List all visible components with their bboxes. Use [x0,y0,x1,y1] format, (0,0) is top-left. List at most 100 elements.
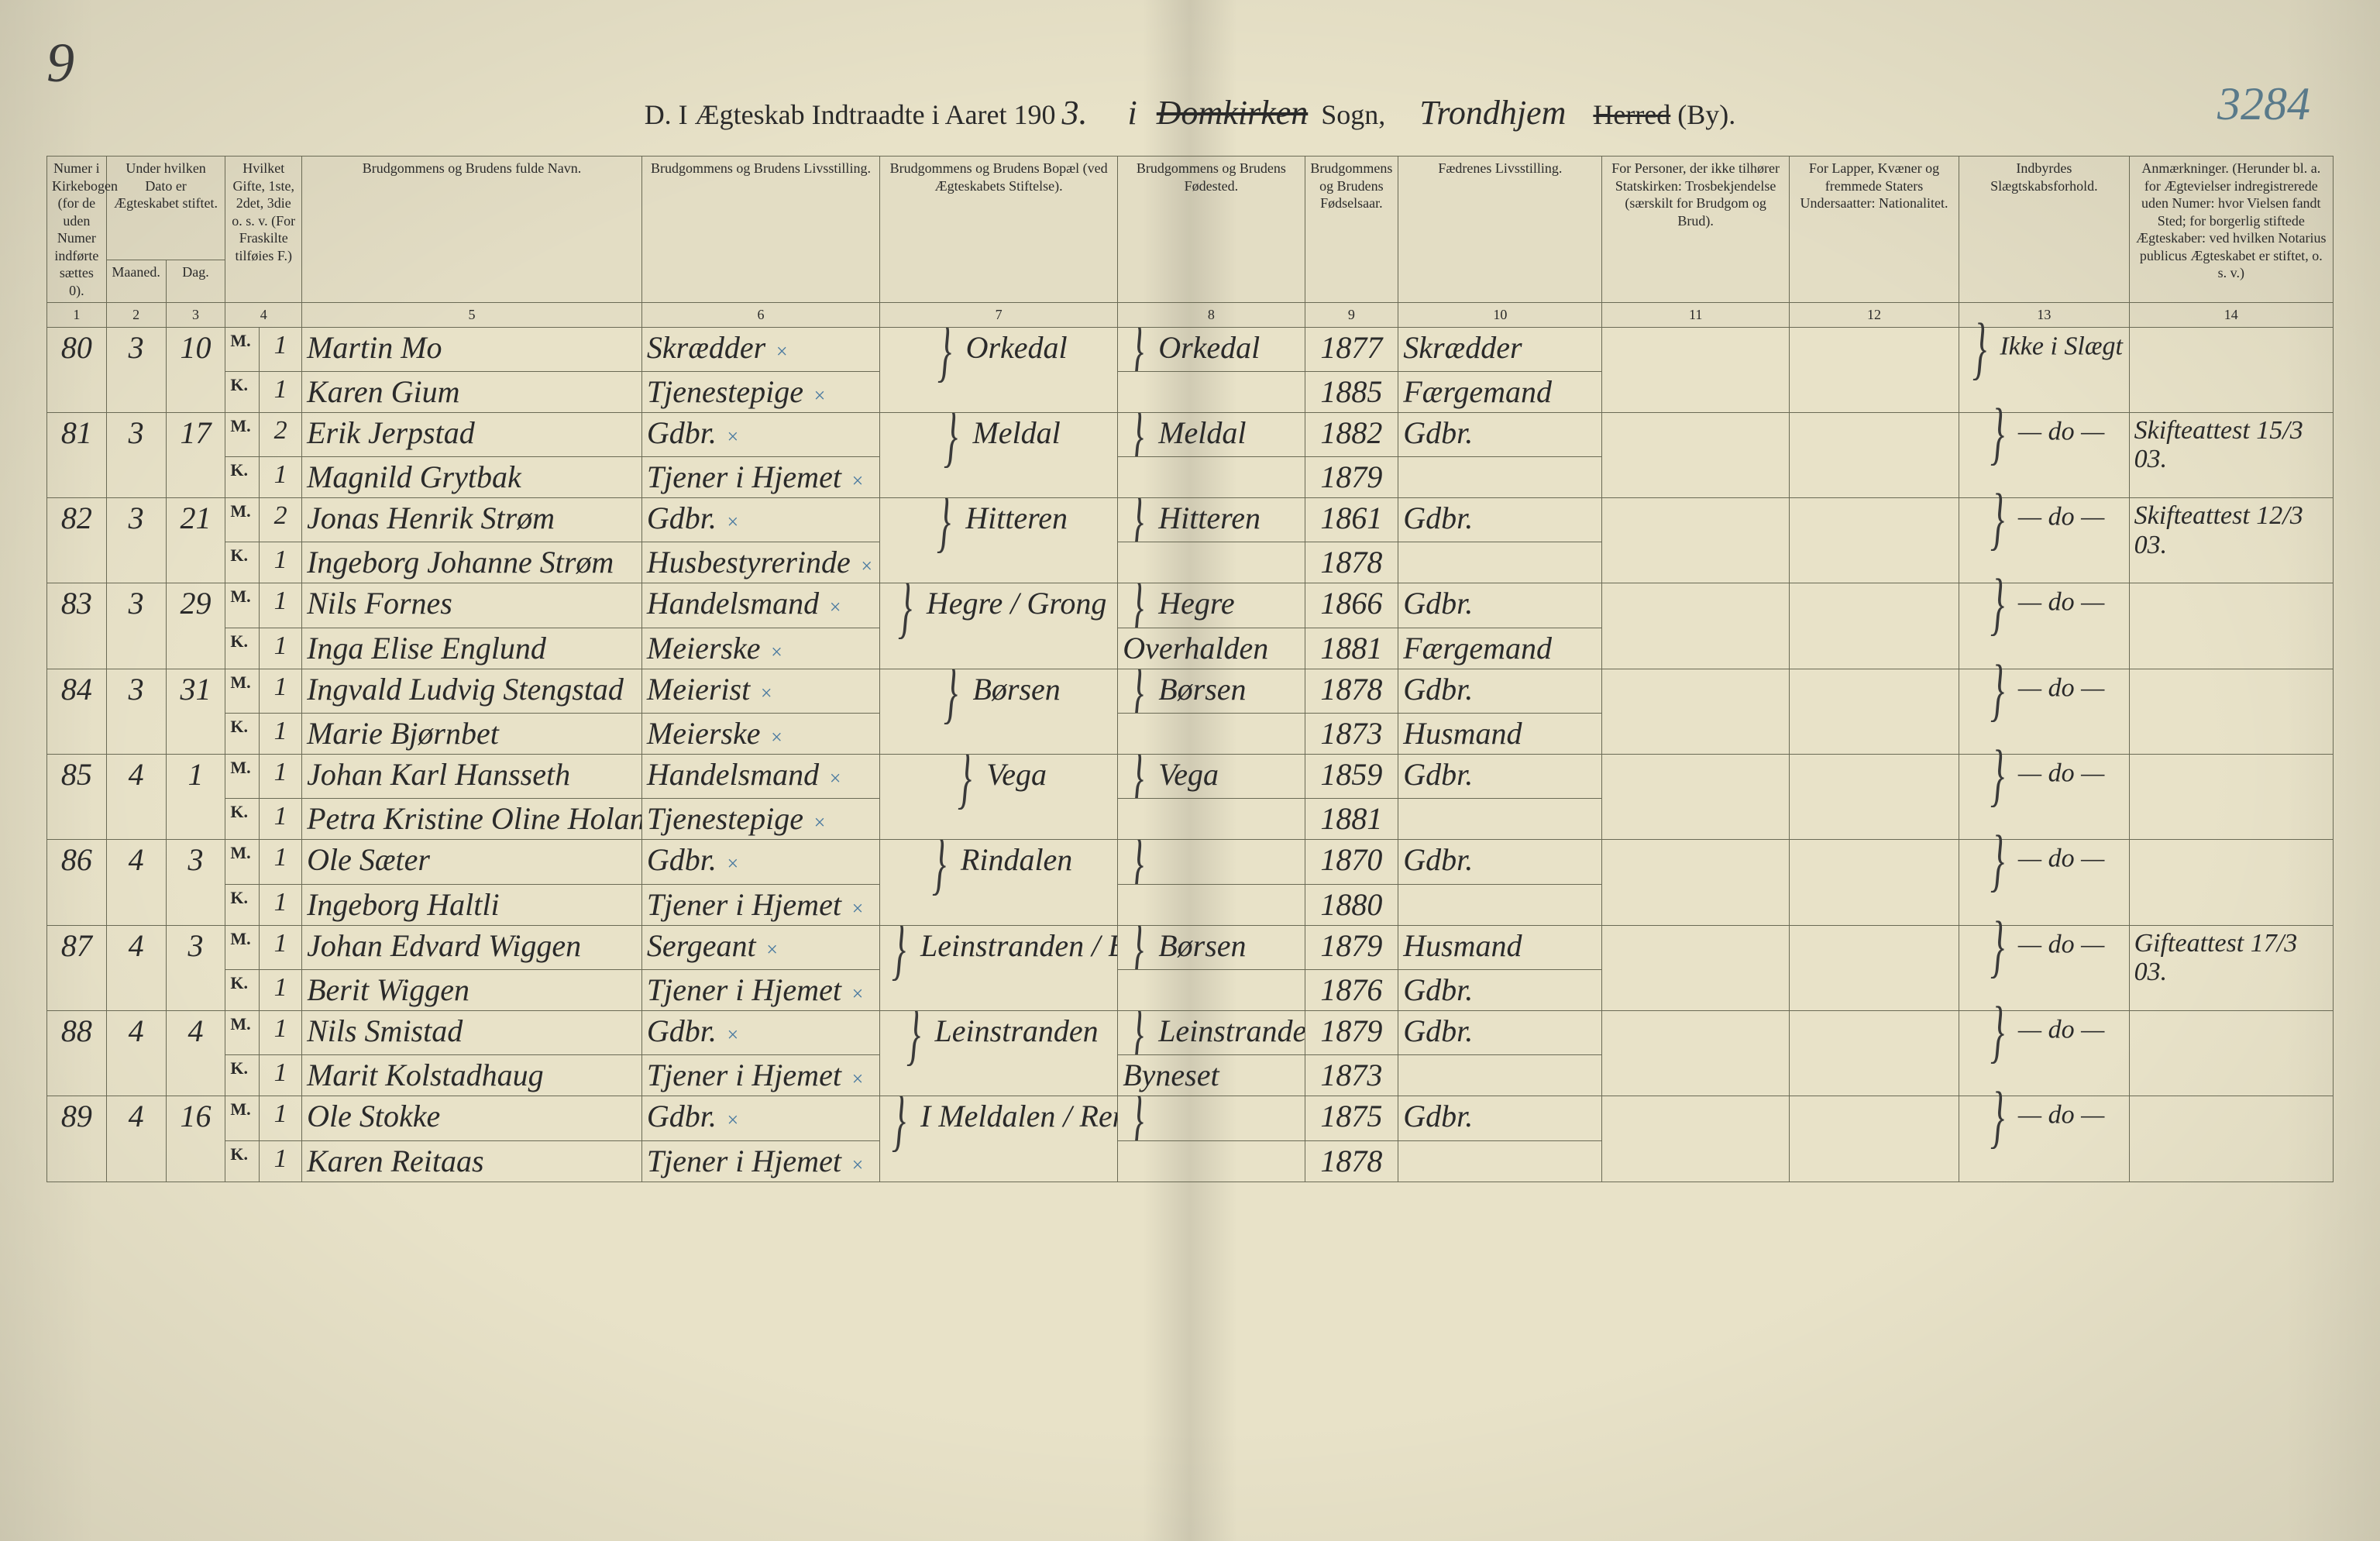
bride-fodested [1118,371,1305,412]
entry-number: 82 [47,498,107,583]
bride-mk: K. [225,628,260,669]
entry-day: 1 [166,755,225,840]
table-row: 89416M.1Ole StokkeGdbr. ×} I Meldalen / … [47,1096,2334,1140]
entry-month: 4 [106,1096,166,1182]
table-row: 81317M.2Erik JerpstadGdbr. ×} Meldal} Me… [47,412,2334,456]
bride-name: Marit Kolstadhaug [302,1055,642,1096]
bride-name: Berit Wiggen [302,970,642,1011]
entry-number: 85 [47,755,107,840]
bride-stilling: Tjenestepige × [641,799,879,840]
page-corner-number: 9 [46,31,74,95]
bride-name: Magnild Grytbak [302,457,642,498]
colnum: 12 [1789,303,1959,328]
bride-fodested [1118,799,1305,840]
c11-cell [1602,1096,1789,1182]
entry-day: 31 [166,669,225,754]
groom-name: Jonas Henrik Strøm [302,498,642,542]
groom-far: Gdbr. [1398,840,1602,884]
c12-cell [1789,669,1959,754]
groom-far: Husmand [1398,925,1602,969]
bopael: } Leinstranden [880,1011,1118,1096]
groom-name: Martin Mo [302,327,642,371]
bride-stilling: Tjener i Hjemet × [641,457,879,498]
colnum: 4 [225,303,302,328]
bopael: } Leinstranden / Børsen [880,925,1118,1010]
groom-fodested: } Vega [1118,755,1305,799]
groom-gifte: 1 [260,327,302,371]
colnum: 6 [641,303,879,328]
title-by-label: (By). [1677,99,1735,130]
c12-cell [1789,840,1959,925]
bride-aar: 1885 [1305,371,1398,412]
groom-stilling: Gdbr. × [641,498,879,542]
bopael: } Rindalen [880,840,1118,925]
groom-gifte: 1 [260,755,302,799]
entry-day: 10 [166,327,225,412]
entry-day: 29 [166,583,225,669]
bride-gifte: 1 [260,714,302,755]
groom-stilling: Handelsmand × [641,583,879,628]
bride-stilling: Husbestyrerinde × [641,542,879,583]
c14-cell [2129,755,2333,840]
bride-mk: K. [225,714,260,755]
bride-name: Ingeborg Haltli [302,884,642,925]
groom-gifte: 2 [260,498,302,542]
colnum: 5 [302,303,642,328]
entry-month: 3 [106,583,166,669]
c12-cell [1789,1011,1959,1096]
bride-mk: K. [225,799,260,840]
c11-cell [1602,1011,1789,1096]
colnum: 8 [1118,303,1305,328]
groom-far: Gdbr. [1398,583,1602,628]
groom-gifte: 1 [260,925,302,969]
table-row: 83329M.1Nils FornesHandelsmand ×} Hegre … [47,583,2334,628]
groom-fodested: } Leinstranden [1118,1011,1305,1055]
bride-aar: 1878 [1305,542,1398,583]
groom-stilling: Gdbr. × [641,1096,879,1140]
header-c9: Brudgommens og Brudens Fødselsaar. [1305,157,1398,303]
bride-far: Husmand [1398,714,1602,755]
groom-far: Gdbr. [1398,1011,1602,1055]
bride-stilling: Meierske × [641,714,879,755]
groom-fodested: } Meldal [1118,412,1305,456]
c13-cell: } — do — [1959,583,2129,669]
bride-stilling: Tjenestepige × [641,371,879,412]
entry-day: 17 [166,412,225,497]
bride-aar: 1880 [1305,884,1398,925]
c14-cell [2129,327,2333,412]
groom-mk: M. [225,498,260,542]
header-c2-top: Under hvilken Dato er Ægteskabet stiftet… [106,157,225,260]
entry-day: 3 [166,840,225,925]
groom-fodested: } Hitteren [1118,498,1305,542]
c12-cell [1789,583,1959,669]
header-c5: Brudgommens og Brudens fulde Navn. [302,157,642,303]
c13-cell: } — do — [1959,412,2129,497]
entry-number: 86 [47,840,107,925]
groom-aar: 1882 [1305,412,1398,456]
groom-gifte: 1 [260,1011,302,1055]
groom-stilling: Meierist × [641,669,879,713]
bride-mk: K. [225,1055,260,1096]
groom-aar: 1877 [1305,327,1398,371]
colnum: 7 [880,303,1118,328]
c14-cell: Gifteattest 17/3 03. [2129,925,2333,1010]
entry-number: 88 [47,1011,107,1096]
header-c11: For Personer, der ikke tilhører Statskir… [1602,157,1789,303]
groom-mk: M. [225,840,260,884]
header-c4: Hvilket Gifte, 1ste, 2det, 3die o. s. v.… [225,157,302,303]
title-i: i [1122,94,1144,132]
groom-name: Nils Fornes [302,583,642,628]
table-row: 8643M.1Ole SæterGdbr. ×} Rindalen} 1870G… [47,840,2334,884]
bride-far: Gdbr. [1398,970,1602,1011]
groom-stilling: Skrædder × [641,327,879,371]
bride-fodested [1118,1140,1305,1182]
groom-name: Nils Smistad [302,1011,642,1055]
c14-cell [2129,840,2333,925]
c14-cell [2129,583,2333,669]
bride-far [1398,1140,1602,1182]
c11-cell [1602,498,1789,583]
groom-fodested: } Orkedal [1118,327,1305,371]
groom-fodested: } [1118,840,1305,884]
title-sogn-label: Sogn, [1321,99,1385,130]
entry-month: 3 [106,498,166,583]
